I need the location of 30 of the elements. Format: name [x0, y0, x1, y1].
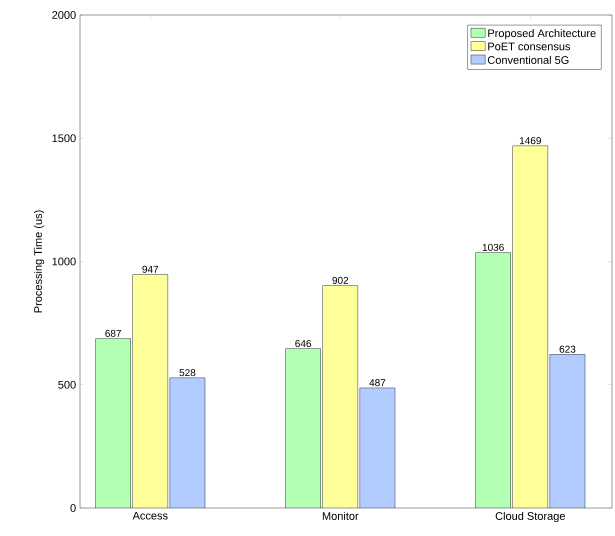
- bar: [475, 252, 511, 508]
- data-label: 487: [369, 379, 386, 386]
- data-label: 947: [142, 266, 158, 273]
- data-label: 646: [295, 340, 312, 348]
- x-tick-label: Monitor: [322, 512, 358, 520]
- bar: [132, 274, 168, 508]
- y-tick-label: 1500: [52, 134, 76, 142]
- data-label: 902: [332, 276, 348, 284]
- bar: [360, 388, 396, 508]
- y-axis-title: Processing Time (us): [34, 210, 44, 312]
- y-tick-label: 2000: [52, 11, 76, 19]
- legend-label: Conventional 5G: [488, 56, 568, 64]
- data-label: 1036: [482, 244, 504, 251]
- y-tick-label: 500: [58, 380, 76, 389]
- data-label: 687: [105, 330, 121, 337]
- legend-label: Proposed Architecture: [488, 29, 596, 40]
- bar: [95, 338, 131, 508]
- x-tick-label: Access: [132, 512, 168, 520]
- data-label: 1469: [520, 137, 541, 144]
- y-tick-label: 1000: [52, 258, 76, 266]
- bar: [170, 378, 206, 508]
- data-label: 623: [560, 346, 576, 353]
- bar: [285, 348, 321, 508]
- y-tick-label: 0: [70, 504, 76, 512]
- bar: [322, 285, 358, 508]
- bar: [512, 146, 548, 508]
- legend-label: PoET consensus: [488, 42, 570, 50]
- data-label: 528: [180, 369, 196, 376]
- x-tick-label: Cloud Storage: [496, 512, 565, 522]
- bar: [550, 354, 586, 508]
